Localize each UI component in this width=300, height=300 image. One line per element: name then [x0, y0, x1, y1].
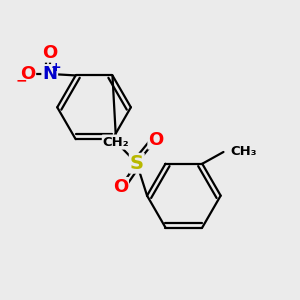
- Text: CH₂: CH₂: [103, 136, 130, 148]
- Text: O: O: [148, 131, 164, 149]
- Text: +: +: [51, 61, 62, 74]
- Text: O: O: [20, 65, 35, 83]
- Text: CH₃: CH₃: [231, 146, 257, 158]
- Text: O: O: [42, 44, 57, 62]
- Text: O: O: [113, 178, 128, 196]
- Text: S: S: [130, 154, 144, 173]
- Text: −: −: [15, 74, 27, 87]
- Text: N: N: [42, 65, 57, 83]
